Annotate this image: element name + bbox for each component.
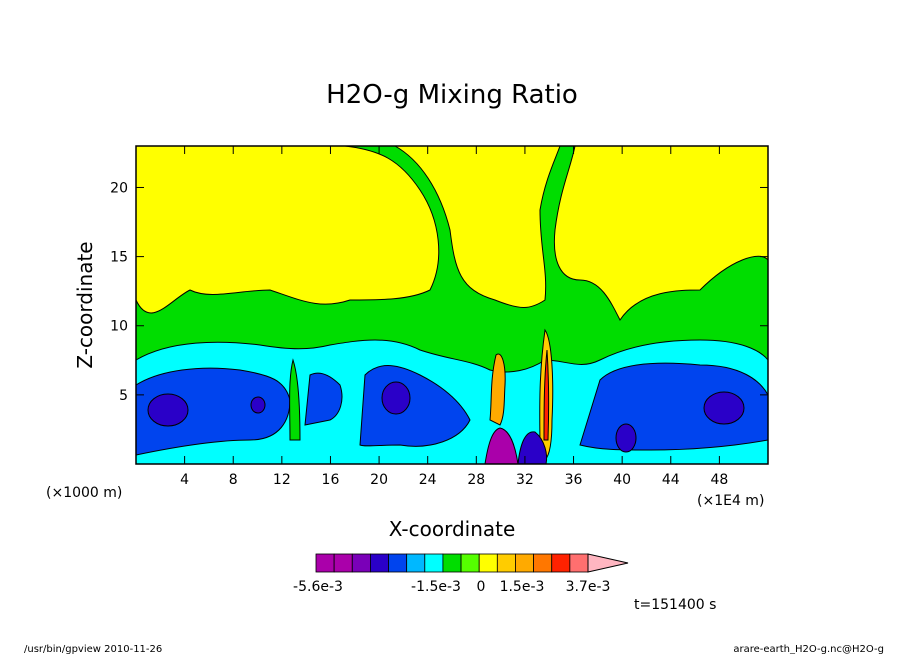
colorbar-labels: -5.6e-3 -1.5e-3 0 1.5e-3 3.7e-3 — [293, 579, 610, 595]
region-deep-blue-4 — [703, 391, 745, 425]
x-tick-label: 32 — [516, 472, 534, 488]
x-ticks: 4 8 12 16 20 24 28 32 36 40 44 48 — [180, 146, 728, 488]
colorbar-cell — [406, 553, 426, 573]
colorbar-cell — [551, 553, 571, 573]
region-red-streak — [543, 349, 550, 441]
colorbar-cell — [333, 553, 353, 573]
region-deep-blue-5 — [615, 423, 637, 453]
x-unit-right: (×1E4 m) — [697, 493, 764, 509]
colorbar-cell — [460, 553, 480, 573]
x-tick-label: 20 — [370, 472, 388, 488]
region-deep-blue-3 — [381, 381, 411, 415]
x-tick-label: 8 — [229, 472, 238, 488]
x-unit-left: (×1000 m) — [46, 485, 122, 501]
colorbar-label-2: 0 — [477, 579, 486, 595]
plot-area — [135, 145, 769, 465]
colorbar-cell — [442, 553, 462, 573]
region-green-column — [289, 358, 301, 441]
x-tick-label: 40 — [613, 472, 631, 488]
colorbar-cell — [351, 553, 371, 573]
x-tick-label: 4 — [180, 472, 189, 488]
region-deep-blue-2 — [250, 396, 266, 414]
colorbar-cell — [569, 553, 589, 573]
colorbar-cell — [515, 553, 535, 573]
region-purple — [484, 427, 519, 465]
colorbar-cell — [369, 553, 389, 573]
x-axis-label: X-coordinate — [389, 517, 516, 541]
region-deep-blue-1 — [147, 393, 189, 427]
chart-title: H2O-g Mixing Ratio — [326, 80, 578, 110]
plot-frame — [135, 145, 769, 465]
colorbar-label-0: -5.6e-3 — [293, 579, 343, 595]
y-ticks: 5 10 15 20 — [110, 180, 768, 404]
x-tick-label: 44 — [662, 472, 680, 488]
colorbar-cell — [424, 553, 444, 573]
colorbar-cell — [388, 553, 408, 573]
x-tick-label: 48 — [710, 472, 728, 488]
x-tick-label: 28 — [467, 472, 485, 488]
x-tick-label: 36 — [565, 472, 583, 488]
x-tick-label: 12 — [273, 472, 291, 488]
x-tick-label: 24 — [419, 472, 437, 488]
y-tick-label: 20 — [110, 180, 128, 196]
colorbar-arrow — [587, 553, 629, 573]
footer-left: /usr/bin/gpview 2010-11-26 — [24, 644, 162, 654]
y-tick-label: 15 — [110, 250, 128, 266]
region-darkblue-surface — [517, 431, 548, 465]
region-orange-column — [489, 353, 506, 426]
colorbar — [315, 553, 629, 573]
colorbar-cell — [315, 553, 335, 573]
colorbar-label-1: -1.5e-3 — [411, 579, 461, 595]
colorbar-cell — [533, 553, 553, 573]
y-tick-label: 10 — [110, 319, 128, 335]
y-axis-label: Z-coordinate — [73, 241, 97, 368]
x-tick-label: 16 — [322, 472, 340, 488]
colorbar-label-3: 1.5e-3 — [500, 579, 545, 595]
colorbar-cell — [478, 553, 498, 573]
colorbar-cell — [496, 553, 516, 573]
y-tick-label: 5 — [119, 388, 128, 404]
colorbar-label-4: 3.7e-3 — [566, 579, 611, 595]
time-label: t=151400 s — [634, 597, 716, 613]
footer-right: arare-earth_H2O-g.nc@H2O-g — [733, 644, 884, 654]
